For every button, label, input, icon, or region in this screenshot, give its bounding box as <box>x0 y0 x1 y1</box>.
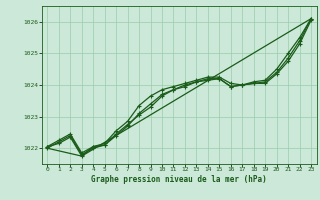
X-axis label: Graphe pression niveau de la mer (hPa): Graphe pression niveau de la mer (hPa) <box>91 175 267 184</box>
